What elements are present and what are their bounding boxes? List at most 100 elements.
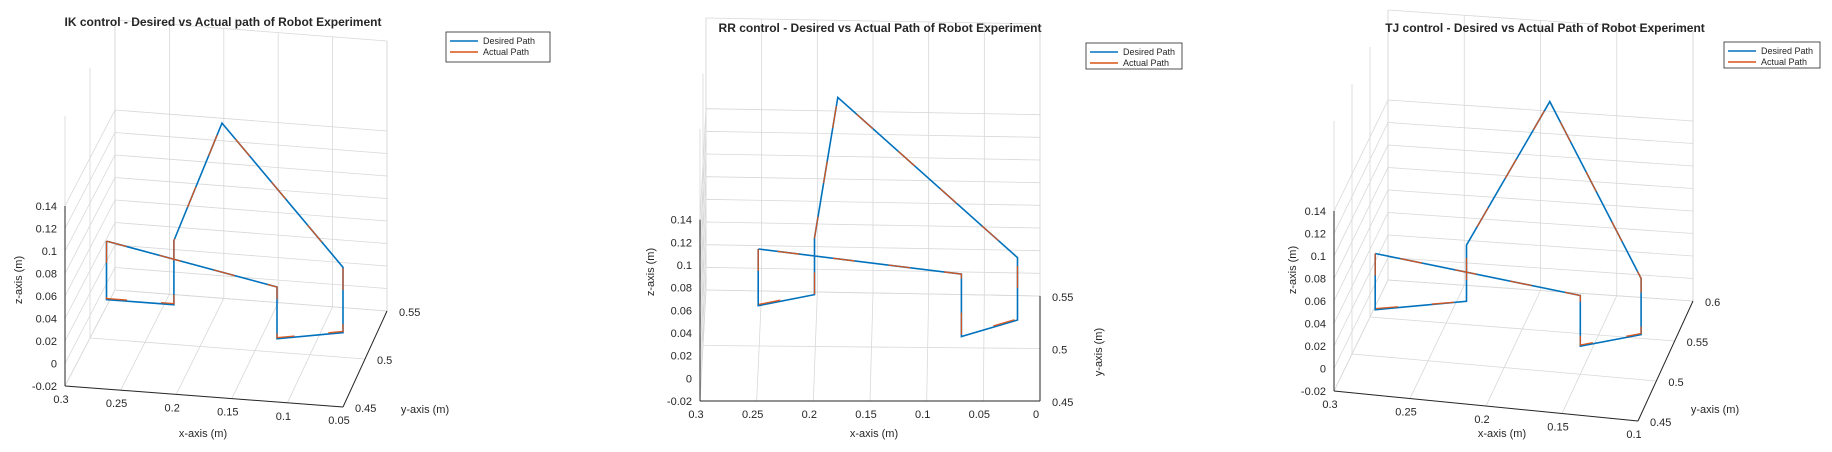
legend-entry: Actual Path xyxy=(483,47,529,57)
z-tick-label: 0.14 xyxy=(1305,206,1326,218)
z-tick-label: 0.04 xyxy=(36,314,57,326)
box-edge xyxy=(1387,9,1694,32)
x-tick-label: 0.2 xyxy=(802,409,817,421)
gridline-z xyxy=(699,153,1041,266)
grid-lines xyxy=(64,19,388,408)
z-tick-label: 0.06 xyxy=(36,291,57,303)
axes: 0.3 0.25 0.2 0.15 0.1 0.45 0.5 0.55 0.6 -0.02 0 0.0… xyxy=(1301,206,1720,441)
z-axis-label: z-axis (m) xyxy=(645,248,657,296)
gridline-z xyxy=(699,198,1041,311)
y-axis-label: y-axis (m) xyxy=(401,404,449,416)
y-tick-label: 0.55 xyxy=(1052,292,1073,304)
chart-title: TJ control - Desired vs Actual Path of R… xyxy=(1385,21,1705,35)
box-edge xyxy=(114,19,388,42)
chart-title: RR control - Desired vs Actual Path of R… xyxy=(719,21,1042,35)
gridline-y xyxy=(1351,84,1657,382)
gridline-z xyxy=(64,289,388,387)
series-line-desired xyxy=(757,95,1019,338)
z-tick-label: 0.08 xyxy=(1305,274,1326,286)
y-axis-label: y-axis (m) xyxy=(1691,404,1739,416)
x-tick-label: 0.25 xyxy=(106,398,127,410)
gridline-x xyxy=(231,32,279,399)
x-tick-label: 0.1 xyxy=(915,409,930,421)
z-tick-label: 0.04 xyxy=(1305,319,1326,331)
z-tick-label: 0.12 xyxy=(671,237,692,249)
axes: 0.3 0.25 0.2 0.15 0.1 0.05 0.45 0.5 0.55 -0.02 0 0.… xyxy=(32,201,421,427)
x-tick-label: 0.15 xyxy=(855,409,876,421)
x-axis-line xyxy=(64,385,344,408)
axes: 0.3 0.25 0.2 0.15 0.1 0.05 0 0.45 0.5 0.55 -0.02 0 0… xyxy=(667,215,1074,421)
z-tick-label: 0 xyxy=(686,373,692,385)
grid-lines xyxy=(1333,9,1694,422)
gridline-x xyxy=(812,20,818,402)
x-tick-label: 0.25 xyxy=(742,409,763,421)
chart-panel-tj: 0.3 0.25 0.2 0.15 0.1 0.45 0.5 0.55 0.6 -0.02 0 0.0… xyxy=(1287,9,1821,441)
gridline-x xyxy=(1637,31,1694,422)
gridline-z xyxy=(699,289,1041,402)
gridline-z xyxy=(699,130,1041,243)
z-tick-label: 0 xyxy=(51,359,57,371)
z-tick-label: 0.06 xyxy=(671,305,692,317)
chart-panel-ik: 0.3 0.25 0.2 0.15 0.1 0.05 0.45 0.5 0.55 -0.02 0 0.… xyxy=(13,15,551,440)
legend-box xyxy=(445,31,551,63)
z-tick-label: 0.08 xyxy=(671,283,692,295)
z-tick-label: 0.1 xyxy=(677,260,692,272)
x-tick-label: 0.3 xyxy=(1322,399,1337,411)
z-tick-label: -0.02 xyxy=(32,381,57,393)
z-tick-label: 0.06 xyxy=(1305,296,1326,308)
gridline-x xyxy=(1409,15,1465,399)
x-tick-label: 0.15 xyxy=(1547,422,1568,434)
x-tick-label: 0.15 xyxy=(217,407,238,419)
legend-entry: Actual Path xyxy=(1761,57,1807,67)
x-tick-label: 0 xyxy=(1033,409,1039,421)
legend-entry: Desired Path xyxy=(1761,46,1813,56)
chart-panel-rr: 0.3 0.25 0.2 0.15 0.1 0.05 0 0.45 0.5 0.55 -0.02 0 0… xyxy=(645,17,1183,440)
y-tick-label: 0.6 xyxy=(1705,297,1720,309)
z-tick-label: 0.12 xyxy=(1305,229,1326,241)
series-line-actual xyxy=(105,121,344,339)
gridline-x xyxy=(175,28,225,395)
x-axis-label: x-axis (m) xyxy=(1478,428,1526,440)
gridline-y xyxy=(1333,121,1639,422)
y-tick-label: 0.5 xyxy=(1668,377,1683,389)
x-tick-label: 0.1 xyxy=(1626,429,1641,441)
z-tick-label: 0.14 xyxy=(671,215,692,227)
x-tick-label: 0.2 xyxy=(1474,414,1489,426)
x-tick-label: 0.05 xyxy=(328,415,349,427)
gridline-x xyxy=(982,23,985,402)
legend-entry: Desired Path xyxy=(483,36,535,46)
x-tick-label: 0.2 xyxy=(165,402,180,414)
z-tick-label: -0.02 xyxy=(1301,386,1326,398)
y-tick-label: 0.55 xyxy=(1687,337,1708,349)
legend-entry: Actual Path xyxy=(1123,58,1169,68)
gridline-x xyxy=(869,21,874,402)
z-tick-label: 0.04 xyxy=(671,328,692,340)
x-tick-label: 0.05 xyxy=(969,409,990,421)
y-tick-label: 0.45 xyxy=(355,403,376,415)
y-axis-line xyxy=(342,310,388,408)
x-axis-line xyxy=(1333,390,1639,422)
y-axis-label: y-axis (m) xyxy=(1093,328,1105,376)
z-tick-label: 0.08 xyxy=(36,269,57,281)
gridline-z xyxy=(699,244,1041,356)
z-tick-label: 0.02 xyxy=(36,336,57,348)
gridline-x xyxy=(287,36,334,403)
box-edge xyxy=(705,17,1041,25)
gridline-y xyxy=(699,129,1040,402)
gridline-z xyxy=(699,266,1041,379)
z-tick-label: 0.1 xyxy=(42,246,57,258)
y-tick-label: 0.55 xyxy=(399,307,420,319)
z-tick-label: 0.02 xyxy=(1305,341,1326,353)
z-tick-label: 0 xyxy=(1320,364,1326,376)
y-axis-line xyxy=(1637,300,1694,422)
x-axis-label: x-axis (m) xyxy=(850,428,898,440)
x-axis-label: x-axis (m) xyxy=(179,428,227,440)
z-tick-label: 0.02 xyxy=(671,351,692,363)
gridline-x xyxy=(926,22,930,402)
z-axis-label: z-axis (m) xyxy=(13,256,25,304)
gridline-z xyxy=(699,221,1041,334)
x-tick-label: 0.1 xyxy=(276,411,291,423)
